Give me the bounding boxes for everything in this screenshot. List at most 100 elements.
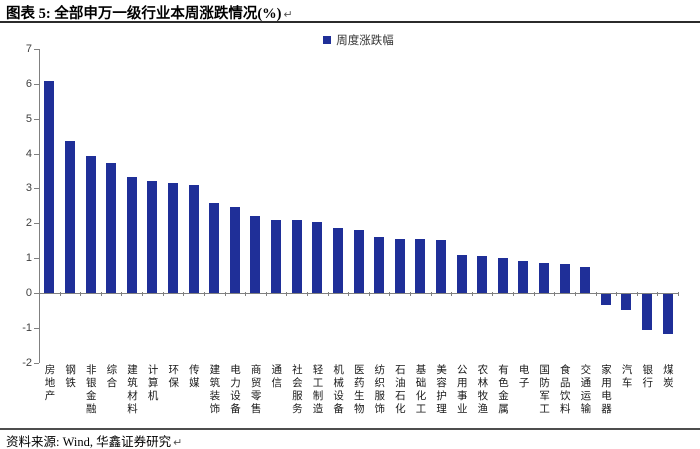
category-label: 机械设备 bbox=[332, 364, 345, 416]
x-tick bbox=[224, 292, 226, 296]
x-tick bbox=[595, 292, 597, 296]
x-tick bbox=[121, 292, 123, 296]
category-label: 国防军工 bbox=[538, 364, 551, 416]
bar bbox=[518, 260, 529, 293]
bar bbox=[64, 140, 75, 293]
x-tick bbox=[368, 292, 370, 296]
bar bbox=[435, 239, 446, 293]
source-text: 资料来源: Wind, 华鑫证券研究 bbox=[6, 435, 172, 449]
bar bbox=[85, 155, 96, 293]
bar bbox=[621, 294, 632, 311]
category-label: 煤炭 bbox=[661, 364, 674, 390]
category-label: 银行 bbox=[641, 364, 654, 390]
bar bbox=[126, 177, 137, 293]
x-tick bbox=[245, 292, 247, 296]
x-tick bbox=[430, 292, 432, 296]
legend: 周度涨跌幅 bbox=[39, 33, 678, 47]
y-tick bbox=[34, 118, 39, 120]
category-label: 农林牧渔 bbox=[476, 364, 489, 416]
x-tick bbox=[554, 292, 556, 296]
y-tick-label: 2 bbox=[25, 217, 32, 230]
x-tick bbox=[451, 292, 453, 296]
bar bbox=[600, 294, 611, 305]
category-label: 商贸零售 bbox=[249, 364, 262, 416]
x-tick bbox=[574, 292, 576, 296]
category-label: 轻工制造 bbox=[311, 364, 324, 416]
bar bbox=[642, 294, 653, 330]
y-tick bbox=[34, 153, 39, 155]
category-label: 石油石化 bbox=[393, 364, 406, 416]
category-label: 环保 bbox=[167, 364, 180, 390]
bar bbox=[209, 203, 220, 293]
x-tick bbox=[80, 292, 82, 296]
category-label: 传媒 bbox=[187, 364, 200, 390]
footer-divider bbox=[0, 428, 700, 430]
y-tick bbox=[34, 188, 39, 190]
y-tick-label: 3 bbox=[25, 182, 32, 195]
x-tick bbox=[162, 292, 164, 296]
bar bbox=[271, 219, 282, 293]
y-tick bbox=[34, 293, 39, 294]
y-tick-label: 0 bbox=[25, 287, 32, 299]
bar bbox=[229, 206, 240, 293]
bar bbox=[559, 263, 570, 293]
x-axis-line bbox=[39, 293, 678, 294]
category-label: 基础化工 bbox=[414, 364, 427, 416]
paragraph-return-icon: ↵ bbox=[283, 9, 293, 21]
category-label: 公用事业 bbox=[455, 364, 468, 416]
bar bbox=[291, 220, 302, 293]
source-note: 资料来源: Wind, 华鑫证券研究 ↵ bbox=[6, 431, 182, 449]
y-axis-line bbox=[39, 48, 40, 363]
x-tick bbox=[348, 292, 350, 296]
x-tick bbox=[389, 292, 391, 296]
x-tick bbox=[327, 292, 329, 296]
x-tick bbox=[265, 292, 267, 296]
category-label: 建筑材料 bbox=[125, 364, 138, 416]
category-label: 综合 bbox=[105, 364, 118, 390]
category-label: 汽车 bbox=[620, 364, 633, 390]
x-tick bbox=[306, 292, 308, 296]
bar bbox=[662, 294, 673, 334]
y-tick-label: 5 bbox=[25, 112, 32, 125]
category-label: 家用电器 bbox=[600, 364, 612, 416]
y-tick bbox=[34, 327, 39, 329]
category-label: 电力设备 bbox=[229, 364, 242, 416]
bar bbox=[106, 162, 117, 293]
legend-label: 周度涨跌幅 bbox=[336, 35, 394, 47]
figure-title: 图表 5: 全部申万一级行业本周涨跌情况(%) ↵ bbox=[6, 2, 293, 23]
bar bbox=[147, 181, 158, 293]
x-tick bbox=[183, 292, 185, 296]
category-label: 纺织服饰 bbox=[373, 364, 386, 416]
y-tick bbox=[34, 83, 39, 85]
x-tick bbox=[286, 292, 288, 296]
bar bbox=[456, 255, 467, 293]
category-label: 美容护理 bbox=[435, 364, 448, 416]
bar bbox=[497, 258, 508, 293]
x-tick bbox=[100, 292, 102, 296]
title-divider bbox=[0, 21, 700, 23]
y-tick bbox=[34, 258, 39, 260]
bar bbox=[250, 216, 261, 293]
y-tick bbox=[34, 223, 39, 225]
y-tick-label: -1 bbox=[22, 321, 32, 334]
bar bbox=[539, 262, 550, 293]
bar bbox=[167, 183, 178, 293]
x-tick bbox=[59, 292, 61, 296]
paragraph-return-icon: ↵ bbox=[173, 437, 183, 449]
x-tick bbox=[533, 292, 535, 296]
legend-swatch bbox=[323, 36, 332, 44]
y-tick-label: 1 bbox=[25, 252, 32, 265]
x-tick bbox=[39, 292, 40, 296]
bar bbox=[353, 230, 364, 293]
category-label: 有色金属 bbox=[496, 364, 509, 416]
category-label: 食品饮料 bbox=[558, 364, 571, 416]
bar bbox=[477, 255, 488, 293]
x-tick bbox=[616, 292, 618, 296]
bar bbox=[44, 80, 55, 293]
category-label: 非银金融 bbox=[84, 364, 97, 416]
y-tick bbox=[34, 48, 39, 50]
x-tick bbox=[410, 292, 412, 296]
x-tick bbox=[636, 292, 638, 296]
